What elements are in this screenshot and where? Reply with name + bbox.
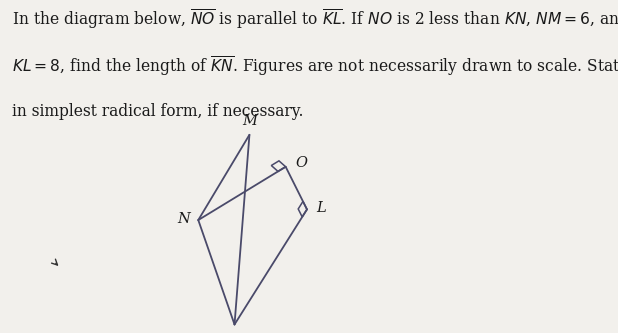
Text: in simplest radical form, if necessary.: in simplest radical form, if necessary.: [12, 103, 304, 120]
Text: $KL = 8$, find the length of $\overline{KN}$. Figures are not necessarily drawn : $KL = 8$, find the length of $\overline{…: [12, 55, 618, 79]
Text: N: N: [177, 212, 190, 226]
Text: O: O: [295, 156, 307, 169]
Text: M: M: [242, 115, 257, 129]
Text: L: L: [316, 201, 326, 215]
Text: In the diagram below, $\overline{NO}$ is parallel to $\overline{KL}$. If $NO$ is: In the diagram below, $\overline{NO}$ is…: [12, 7, 618, 31]
